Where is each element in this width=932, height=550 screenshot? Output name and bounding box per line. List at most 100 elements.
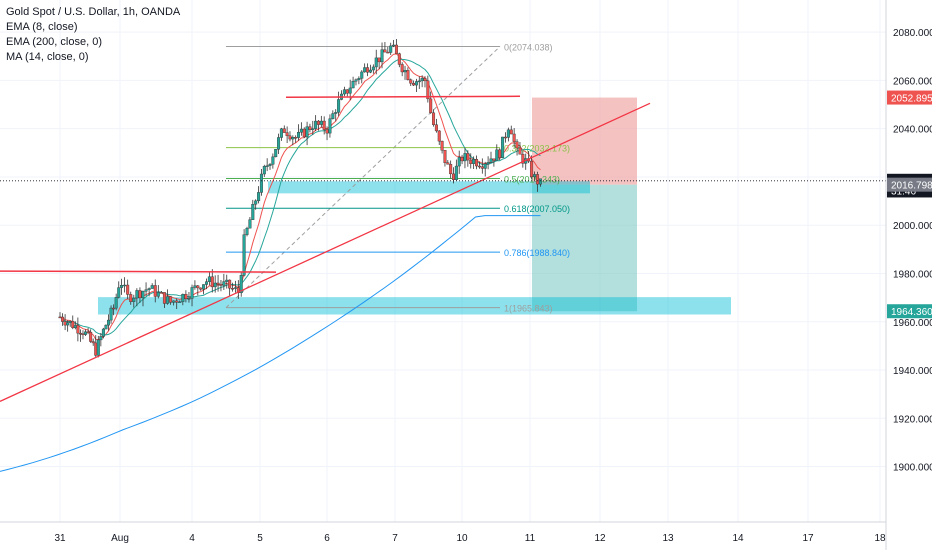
candle-body bbox=[132, 297, 136, 302]
candle-body bbox=[271, 156, 275, 165]
candle-body bbox=[429, 98, 433, 114]
resistance-line-lower bbox=[0, 270, 277, 273]
candle-body bbox=[254, 200, 258, 205]
candle-body bbox=[311, 128, 315, 130]
candle-body bbox=[360, 71, 364, 79]
y-tick-label: 2040.000 bbox=[893, 125, 932, 136]
legend-ema200[interactable]: EMA (200, close, 0) bbox=[6, 36, 102, 48]
ascending-trend-line bbox=[0, 102, 651, 402]
candle-body bbox=[268, 164, 272, 166]
candle-body bbox=[331, 113, 335, 119]
fib-level-label: 0.5(2019.343) bbox=[504, 175, 560, 185]
candle-body bbox=[251, 204, 255, 220]
legend: Gold Spot / U.S. Dollar, 1h, OANDA EMA (… bbox=[6, 5, 180, 65]
fib-level-label: 0.786(1988.840) bbox=[504, 248, 570, 258]
candle-body bbox=[518, 147, 522, 155]
candle-body bbox=[126, 284, 130, 295]
candle-body bbox=[380, 49, 384, 63]
candle-body bbox=[463, 153, 467, 162]
y-tick-label: 2080.000 bbox=[893, 28, 932, 39]
legend-ema8[interactable]: EMA (8, close) bbox=[6, 21, 78, 33]
candle-body bbox=[498, 149, 502, 158]
fib-level-label: 0(2074.038) bbox=[504, 43, 553, 53]
x-tick-label: 6 bbox=[324, 533, 330, 544]
x-tick-label: 14 bbox=[732, 533, 744, 544]
candle-body bbox=[460, 157, 464, 162]
target-zone bbox=[532, 184, 637, 312]
candle-body bbox=[219, 283, 223, 286]
candle-body bbox=[159, 292, 163, 294]
candle-body bbox=[434, 124, 438, 132]
candle-body bbox=[104, 324, 108, 330]
candle-body bbox=[81, 333, 85, 336]
candle-body bbox=[515, 141, 519, 149]
candle-body bbox=[377, 57, 381, 63]
x-tick-label: 12 bbox=[594, 533, 606, 544]
candle-body bbox=[73, 325, 77, 329]
candle-body bbox=[204, 281, 208, 285]
candle-body bbox=[299, 128, 303, 133]
legend-ma14[interactable]: MA (14, close, 0) bbox=[6, 51, 89, 63]
candle-body bbox=[374, 57, 378, 68]
candle-body bbox=[501, 136, 505, 158]
trend-lines[interactable] bbox=[0, 95, 886, 402]
candle-body bbox=[123, 284, 127, 287]
candle-body bbox=[509, 129, 513, 135]
candle-body bbox=[305, 126, 309, 138]
candle-body bbox=[475, 159, 479, 167]
ema200-line bbox=[0, 215, 541, 472]
x-tick-label: Aug bbox=[111, 533, 129, 544]
candle-body bbox=[443, 149, 447, 163]
candle-body bbox=[78, 332, 82, 335]
candle-body bbox=[486, 162, 490, 165]
candle-body bbox=[231, 288, 235, 290]
price-label-bg bbox=[887, 90, 932, 105]
candle-body bbox=[366, 67, 370, 73]
candle-body bbox=[420, 78, 424, 82]
candle-body bbox=[279, 128, 283, 138]
candle-body bbox=[213, 282, 217, 288]
x-tick-label: 7 bbox=[392, 533, 398, 544]
ma14-line bbox=[59, 58, 541, 336]
candle-body bbox=[265, 165, 269, 167]
candle-body bbox=[181, 294, 185, 303]
candle-body bbox=[228, 279, 232, 289]
candle-body bbox=[530, 160, 534, 178]
candle-body bbox=[242, 234, 246, 276]
candle-body bbox=[172, 300, 176, 303]
x-tick-label: 31 bbox=[54, 533, 66, 544]
candle-body bbox=[348, 87, 352, 94]
candle-body bbox=[135, 290, 139, 299]
candle-body bbox=[169, 296, 173, 303]
candle-body bbox=[394, 44, 398, 54]
candle-body bbox=[233, 287, 237, 289]
candle-body bbox=[193, 285, 197, 288]
y-tick-label: 2060.000 bbox=[893, 76, 932, 87]
candle-body bbox=[337, 99, 341, 113]
candle-body bbox=[144, 289, 148, 292]
fib-level-label: 0.618(2007.050) bbox=[504, 204, 570, 214]
candle-body bbox=[412, 83, 416, 86]
candle-body bbox=[457, 157, 461, 167]
price-label-text: 31:46 bbox=[891, 186, 916, 197]
candle-body bbox=[166, 296, 170, 304]
fib-retracement[interactable]: 0(2074.038) 0.382(2032.173) 0.5(2019.343) 0… bbox=[225, 43, 570, 314]
candle-body bbox=[437, 130, 441, 142]
resistance-line-upper bbox=[285, 95, 521, 99]
candle-body bbox=[109, 307, 113, 321]
candle-body bbox=[86, 331, 90, 334]
candle-body bbox=[371, 66, 375, 71]
candle-body bbox=[202, 284, 206, 290]
candle-body bbox=[187, 298, 191, 300]
support-box-lower bbox=[98, 297, 731, 315]
candle-body bbox=[354, 79, 358, 82]
candle-body bbox=[472, 159, 476, 164]
price-label-text: 1964.360 bbox=[891, 307, 932, 318]
candle-body bbox=[423, 78, 427, 82]
plot-area bbox=[0, 0, 886, 522]
symbol-title[interactable]: Gold Spot / U.S. Dollar, 1h, OANDA bbox=[6, 6, 181, 18]
candle-body bbox=[426, 80, 430, 100]
candle-body bbox=[452, 173, 456, 180]
